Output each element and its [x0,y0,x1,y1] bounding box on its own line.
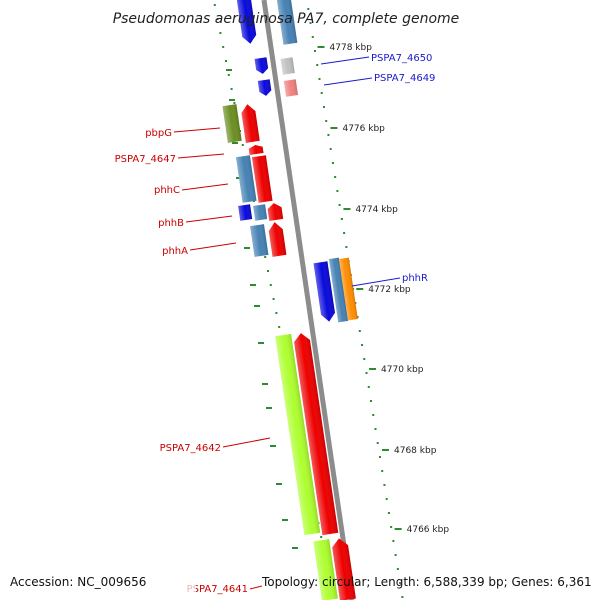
leader-line [249,585,263,590]
gene-label-pspa7-4650[interactable]: PSPA7_4650 [371,53,432,64]
leader-line [189,242,237,251]
gene-label-phhb[interactable]: phhB [158,218,184,229]
genome-summary-text: Topology: circular; Length: 6,588,339 bp… [261,575,592,589]
gene-phhr-steelblue[interactable] [328,257,349,323]
map-title: Pseudomonas aeruginosa PA7, complete gen… [113,11,460,27]
gene-phhr-orange[interactable] [338,257,358,321]
gene-phhb-red[interactable] [267,202,284,221]
footer-background [4,572,196,592]
gene-label-pbpg[interactable]: pbpG [145,128,172,139]
gene-pbpg-red[interactable] [240,103,260,143]
tick-label: 4774 kbp [355,205,398,215]
gene-4641-yellowgreen[interactable] [313,539,338,600]
leader-line [222,437,271,448]
gene-top-blue[interactable] [236,0,258,45]
genome-backbone [261,0,355,600]
gene-4649-blue[interactable] [257,79,272,97]
gene-features [222,0,358,600]
tick-marks: 4778 kbp 4776 kbp 4774 kbp 4772 kbp 4770 kbp… [226,43,450,549]
tick-label: 4770 kbp [381,365,424,375]
gene-label-pspa7-4649[interactable]: PSPA7_4649 [374,73,435,84]
label-leaders [173,56,401,590]
gene-phhc-steelblue[interactable] [235,155,257,203]
tick-label: 4766 kbp [407,525,450,535]
gene-4642-yellowgreen[interactable] [275,333,321,536]
gene-pbpg-olive[interactable] [222,104,242,143]
gene-4649-pink[interactable] [283,79,299,97]
gene-4650-blue[interactable] [254,57,269,75]
leader-line [181,183,229,191]
gene-label-phha[interactable]: phhA [162,246,188,257]
tick-label: 4778 kbp [330,43,373,53]
accession-text: Accession: NC_009656 [10,575,146,589]
gene-phhb-steelblue[interactable] [253,204,268,221]
leader-line [177,153,225,159]
leader-line [173,127,221,133]
tick-label: 4768 kbp [394,446,437,456]
tick-label: 4776 kbp [342,124,385,134]
gene-label-pspa7-4641[interactable]: PSPA7_4641 [187,584,248,595]
gene-4641-red[interactable] [331,537,356,600]
gene-phhb-blue[interactable] [238,204,253,221]
outer-dotted-arc [307,8,404,598]
gene-label-phhc[interactable]: phhC [154,185,180,196]
gene-label-phhr[interactable]: phhR [402,273,428,284]
leader-line [323,77,373,86]
tick-label: 4772 kbp [368,285,411,295]
gene-4650-gray[interactable] [280,57,295,75]
gene-label-pspa7-4647[interactable]: PSPA7_4647 [115,154,176,165]
leader-line [185,215,233,223]
leader-line [320,56,370,65]
gene-phha-steelblue[interactable] [250,224,269,257]
gene-phhc-red[interactable] [251,155,273,203]
gene-top-steelblue[interactable] [276,0,298,45]
gene-4642-red[interactable] [293,332,339,536]
gene-phha-red[interactable] [268,221,287,257]
gene-phhr-blue[interactable] [313,261,337,322]
gene-label-pspa7-4642[interactable]: PSPA7_4642 [160,443,221,454]
gene-4647-red[interactable] [248,144,264,155]
leader-line [351,277,401,287]
